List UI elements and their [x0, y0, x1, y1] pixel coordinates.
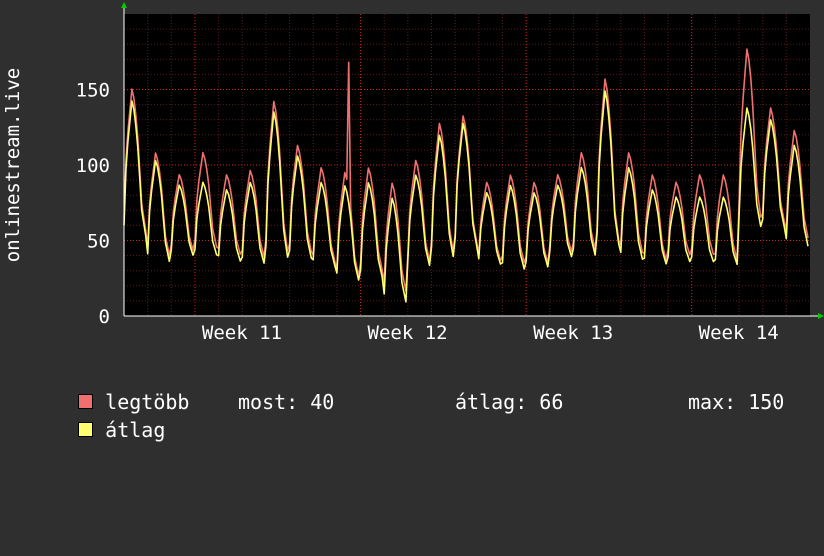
x-axis-arrow: [818, 313, 824, 319]
y-tick-label: 150: [76, 80, 110, 102]
y-tick-label: 100: [76, 155, 110, 177]
chart-area: 0 50 100 150 Week 11 Week 12 Week 13 Week 14 onl…: [2, 2, 824, 340]
series-line-max: [123, 48, 809, 292]
legend-label-avg: átlag: [105, 418, 166, 442]
y-axis-arrow: [121, 2, 127, 8]
y-tick-label: 50: [87, 231, 110, 253]
legend-swatch-max: [78, 394, 94, 409]
x-tick-label: Week 13: [533, 322, 613, 340]
line-chart: 0 50 100 150 Week 11 Week 12 Week 13 Week 14 onl…: [2, 2, 824, 340]
legend-item-avg: átlag most: 40 átlag: 66 max: 150: [30, 388, 820, 442]
legend-label-max: legtöbb: [105, 390, 190, 414]
x-tick-label: Week 12: [368, 322, 448, 340]
legend-item-max: legtöbb: [30, 360, 189, 414]
x-tick-label: Week 14: [699, 322, 779, 340]
y-axis-label: onlinestream.live: [2, 68, 24, 262]
stat-current: most: 40: [238, 390, 335, 414]
x-tick-label: Week 11: [202, 322, 282, 340]
series-line-avg: [123, 90, 809, 303]
legend: legtöbb átlag most: 40 átlag: 66 max: 15…: [30, 360, 820, 442]
stat-average: átlag: 66: [455, 390, 564, 414]
stat-max: max: 150: [688, 390, 785, 414]
y-tick-label: 0: [99, 306, 110, 328]
